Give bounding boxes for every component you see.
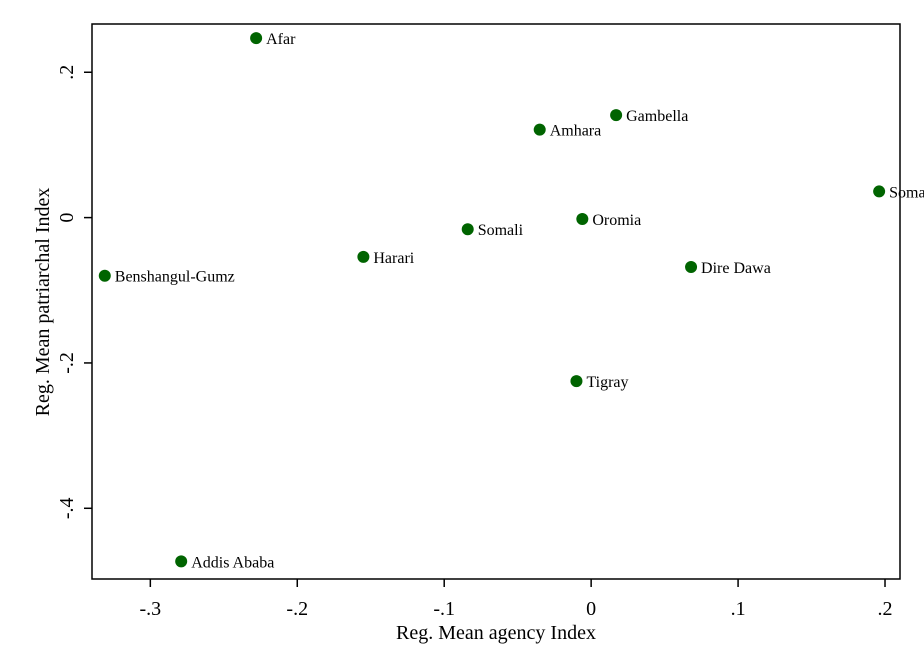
x-tick-label: -.1 [433,598,455,620]
x-axis-title: Reg. Mean agency Index [396,622,596,644]
point-label: Tigray [586,374,628,391]
y-tick-label: -.2 [56,352,78,374]
data-point [461,223,474,236]
x-tick-label: -.3 [139,598,161,620]
data-point [873,185,886,198]
data-point [357,250,370,263]
y-tick-label: 0 [56,213,78,223]
point-label: Benshangul-Gumz [115,269,235,286]
point-label: Gambella [626,108,688,125]
data-points: Afar Gambella Amhara Somali Oromia Somali Hara… [98,31,924,571]
data-point [250,32,263,45]
point-label: Somali [889,184,924,201]
data-point [98,269,111,282]
data-point [685,261,698,274]
data-point [576,213,589,226]
data-point [610,109,623,122]
x-tick-label: -.2 [286,598,308,620]
point-label: Afar [266,31,296,48]
y-tick-label: .2 [56,65,78,80]
y-axis-title: Reg. Mean patriarchal Index [32,188,54,417]
point-label: Dire Dawa [701,260,771,277]
point-label: Oromia [592,212,641,229]
data-point [533,123,546,136]
x-tick-label: .1 [731,598,746,620]
point-label: Harari [373,250,414,267]
x-axis: -.3 -.2 -.1 0 .1 .2 [139,579,893,620]
data-point [175,555,188,568]
point-label: Somali [478,222,524,239]
point-label: Amhara [550,123,602,140]
plot-frame [91,23,901,580]
data-point [570,375,583,388]
y-axis: .2 0 -.2 -.4 [56,65,92,519]
x-tick-label: 0 [586,598,596,620]
x-tick-label: .2 [878,598,893,620]
y-tick-label: -.4 [56,497,78,519]
point-label: Addis Ababa [191,554,274,571]
